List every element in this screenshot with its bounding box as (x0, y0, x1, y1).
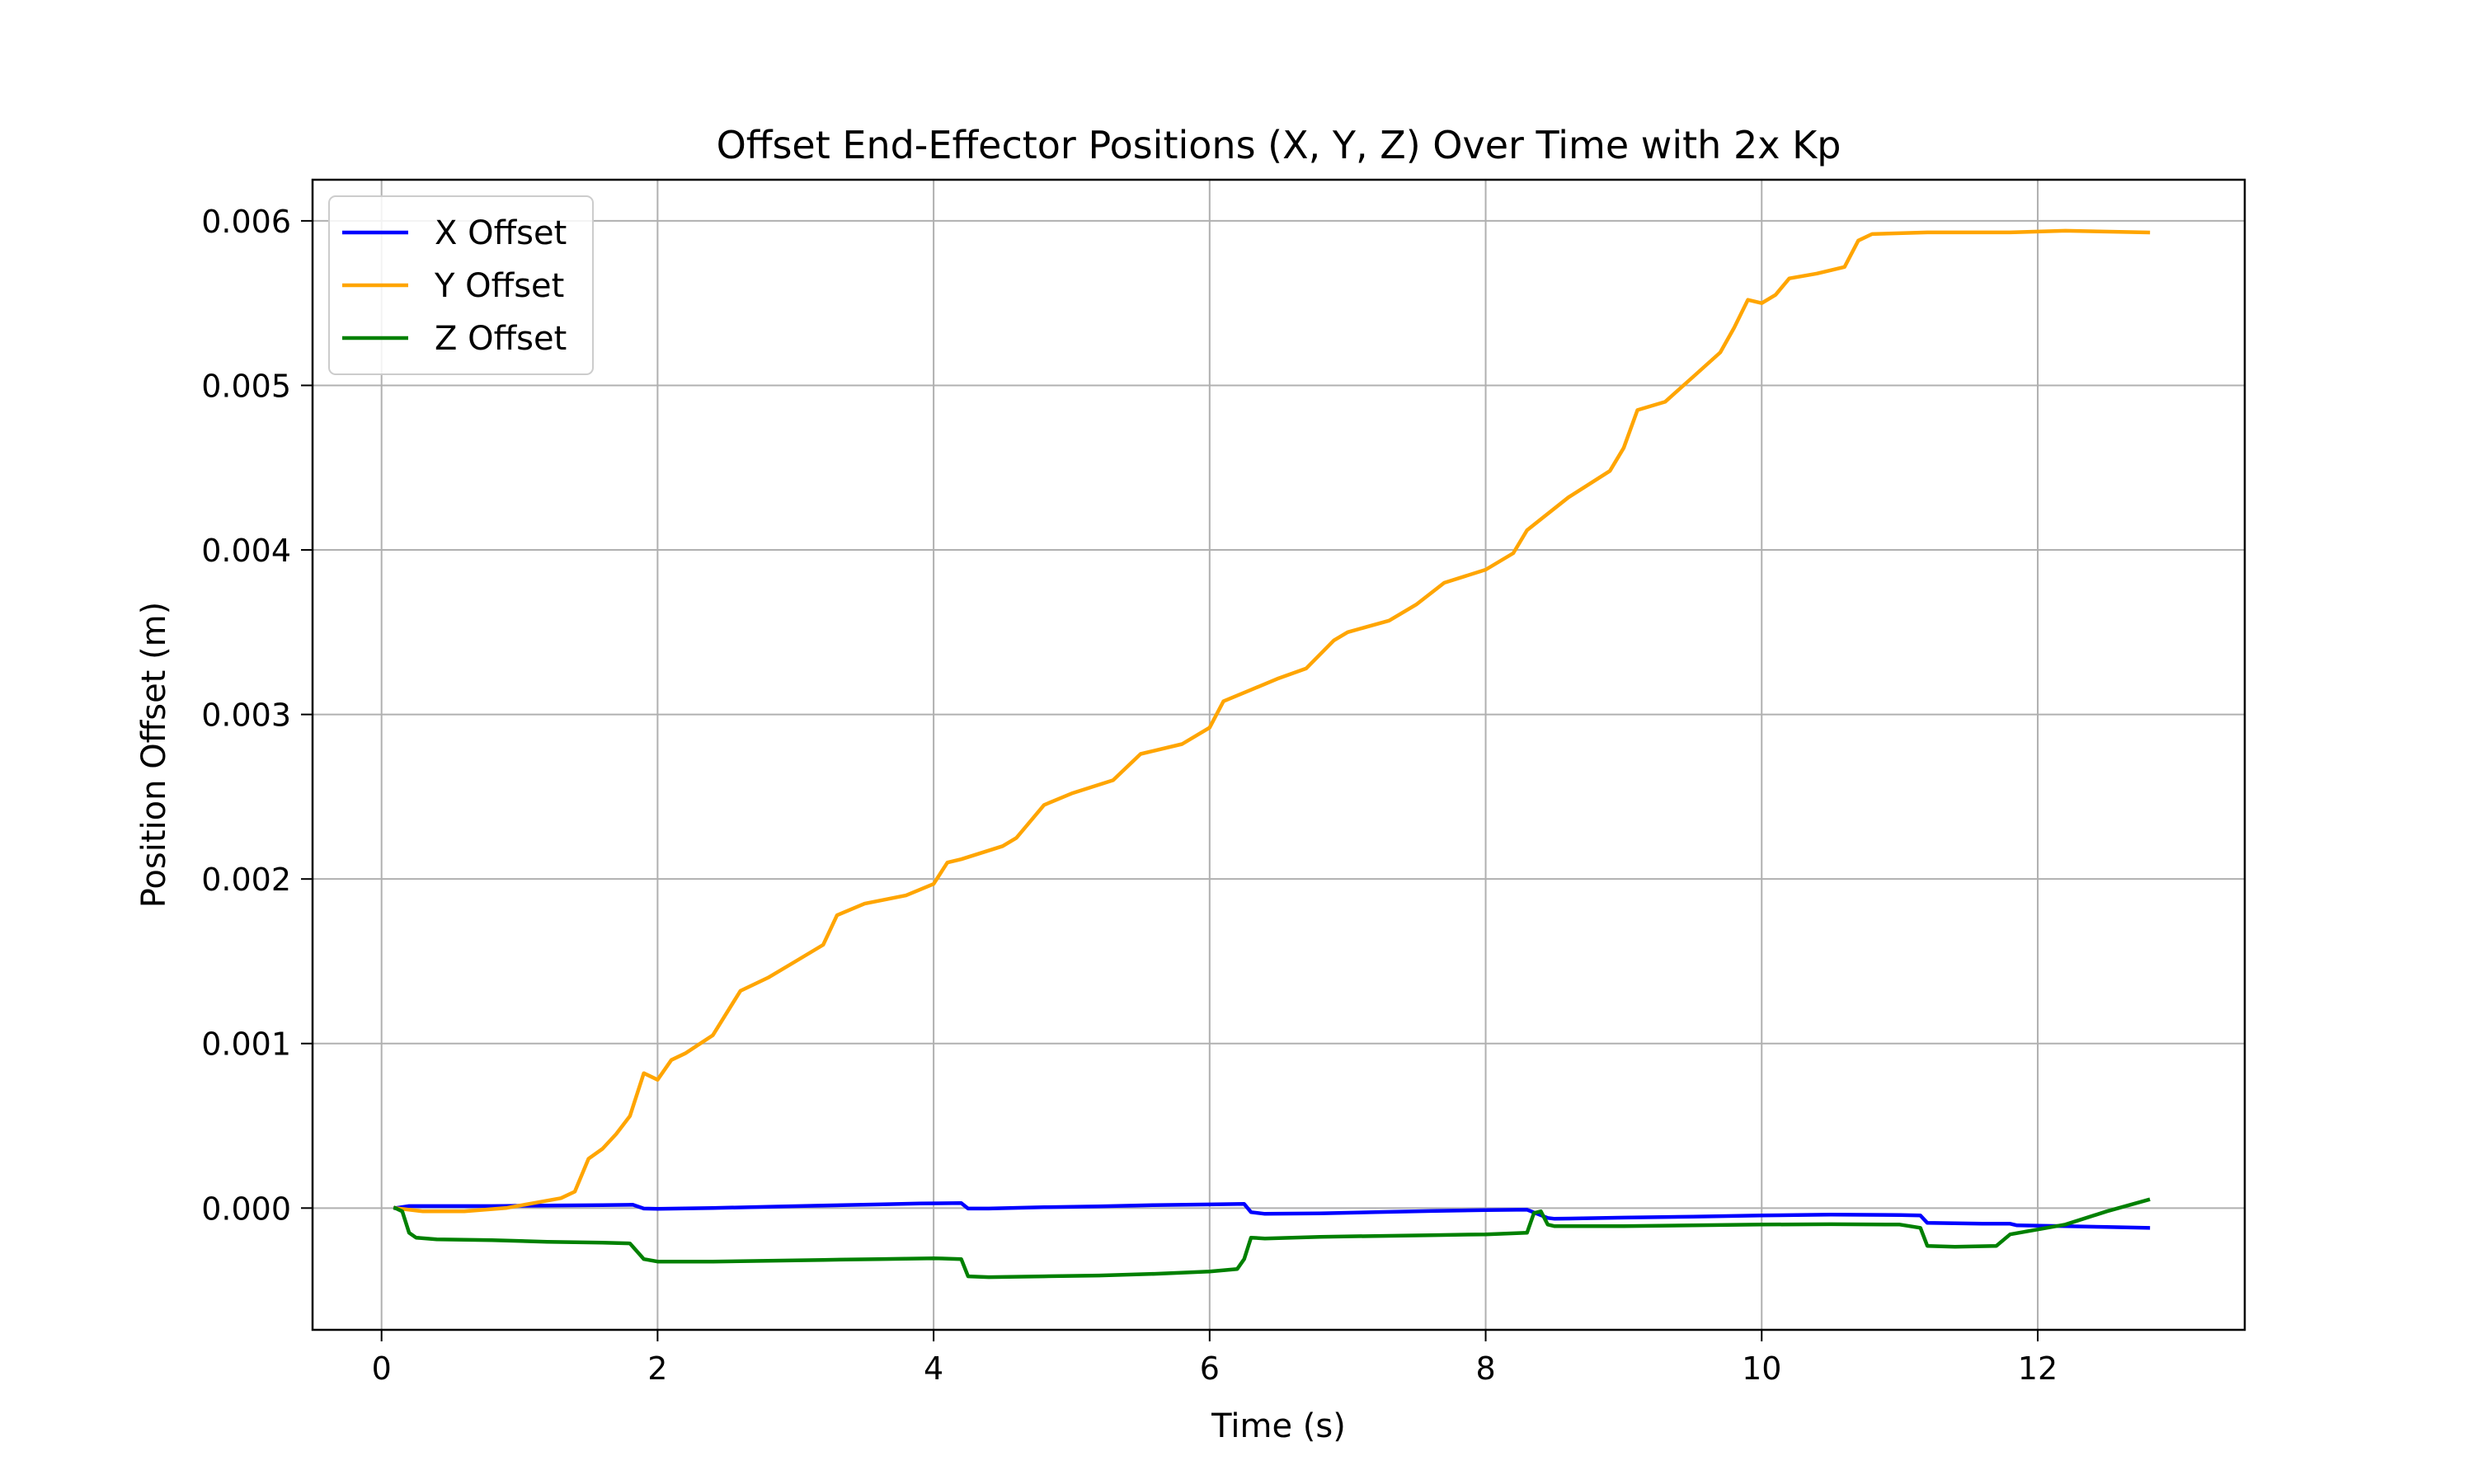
x-axis-ticks: 0 2 4 6 8 10 12 (372, 1330, 2058, 1387)
x-tick-label: 4 (924, 1350, 943, 1387)
legend: X Offset Y Offset Z Offset (328, 195, 594, 375)
x-tick-label: 10 (1742, 1350, 1781, 1387)
legend-box (328, 195, 594, 375)
legend-label: Z Offset (435, 320, 567, 358)
y-tick-label: 0.003 (201, 697, 291, 734)
series-line-y-offset (393, 228, 2151, 1214)
y-axis-ticks: 0.000 0.001 0.002 0.003 0.004 0.005 0.006 (201, 204, 313, 1227)
grid (313, 180, 2245, 1330)
y-tick-label: 0.001 (201, 1026, 291, 1063)
chart-title: Offset End-Effector Positions (X, Y, Z) … (717, 123, 1841, 167)
series-lines (393, 228, 2151, 1280)
series-line-z-offset (393, 1197, 2151, 1280)
legend-label: X Offset (435, 214, 567, 252)
x-tick-label: 8 (1475, 1350, 1495, 1387)
x-axis-label: Time (s) (1211, 1407, 1346, 1445)
x-tick-label: 12 (2018, 1350, 2058, 1387)
y-tick-label: 0.005 (201, 368, 291, 404)
x-tick-label: 2 (647, 1350, 667, 1387)
legend-label: Y Offset (434, 267, 564, 305)
x-tick-label: 0 (372, 1350, 392, 1387)
plot-frame (311, 178, 2246, 1331)
y-tick-label: 0.000 (201, 1190, 291, 1227)
x-tick-label: 6 (1200, 1350, 1220, 1387)
y-tick-label: 0.006 (201, 204, 291, 240)
series-line-x-offset (393, 1201, 2151, 1230)
y-tick-label: 0.002 (201, 862, 291, 898)
y-tick-label: 0.004 (201, 533, 291, 569)
y-axis-label: Position Offset (m) (135, 602, 173, 909)
